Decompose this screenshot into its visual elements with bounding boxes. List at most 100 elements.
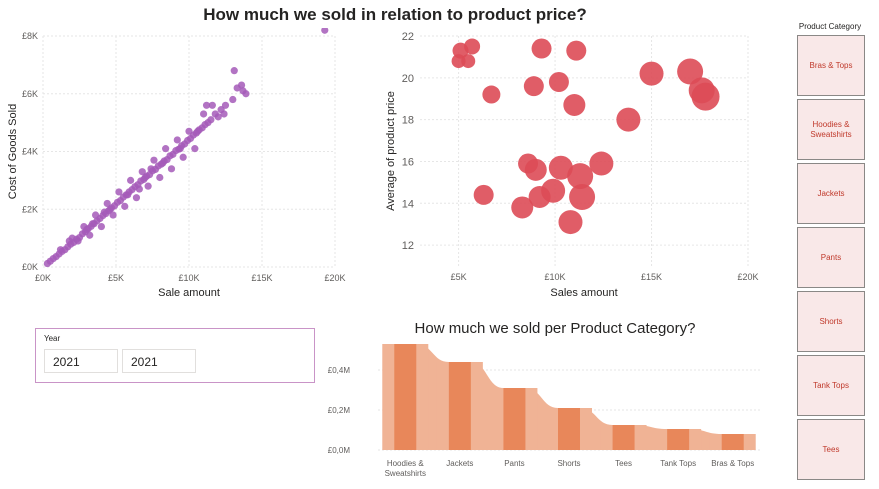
scatter-point: [176, 145, 184, 153]
scatter-point: [173, 136, 181, 144]
ribbon-x-tick-label: Jackets: [446, 459, 473, 468]
main-title: How much we sold in relation to product …: [203, 5, 587, 24]
bubble-y-tick-label: 18: [402, 115, 414, 127]
category-button-shorts[interactable]: Shorts: [797, 291, 865, 352]
ribbon-bar: [448, 362, 471, 450]
scatter-chart[interactable]: £0K £5K £10K £15K £20K £0K £2K £4K £6K £8K Sale am…: [0, 28, 350, 303]
category-button-tees[interactable]: Tees: [797, 419, 865, 480]
bubble-point: [531, 38, 552, 59]
scatter-point: [162, 145, 170, 153]
bubble-point: [473, 184, 494, 205]
scatter-point: [191, 145, 199, 153]
ribbon-chart[interactable]: £0,0M £0,2M £0,4M Hoodies &Sweatshirts Jacke…: [320, 340, 780, 489]
scatter-point: [229, 95, 237, 104]
bubble-x-tick-label: £5K: [451, 272, 467, 282]
bubble-x-axis-label: Sales amount: [550, 287, 617, 299]
ribbon-bar: [503, 388, 526, 450]
bubble-point: [524, 158, 547, 181]
scatter-y-tick-label: £8K: [22, 31, 38, 41]
year-slicer-label: Year: [44, 334, 61, 343]
ribbon-x-tick-label: Hoodies &: [387, 459, 425, 468]
scatter-point: [135, 185, 143, 193]
scatter-x-tick-label: £15K: [251, 273, 272, 283]
bubble-chart[interactable]: £5K £10K £15K £20K 12 14 16 18 20 22 Sales amount A…: [378, 28, 778, 303]
bubble-point: [589, 151, 614, 176]
category-button-tank-tops[interactable]: Tank Tops: [797, 355, 865, 416]
bubble-x-tick-label: £10K: [545, 272, 566, 282]
scatter-point: [141, 173, 149, 182]
ribbon-x-tick-label: Sweatshirts: [385, 469, 426, 478]
scatter-y-tick-label: £4K: [22, 147, 38, 157]
scatter-point: [242, 90, 250, 98]
ribbon-bar: [667, 429, 690, 450]
bubble-point: [563, 94, 586, 116]
scatter-point: [214, 113, 222, 121]
scatter-y-axis-label: Cost of Goods Sold: [7, 104, 19, 199]
ribbon-x-tick-label: Shorts: [557, 459, 580, 468]
scatter-point: [127, 176, 135, 184]
scatter-point: [221, 101, 230, 109]
scatter-point: [74, 237, 82, 245]
scatter-point: [321, 28, 329, 34]
bubble-point: [464, 38, 481, 55]
bubble-point: [616, 107, 641, 132]
ribbon-bar: [394, 344, 417, 450]
ribbon-y-tick-label: £0,2M: [328, 406, 351, 415]
scatter-point: [144, 182, 152, 190]
scatter-y-tick-label: £6K: [22, 89, 38, 99]
scatter-point: [100, 208, 108, 216]
scatter-point: [86, 231, 94, 239]
bubble-point: [639, 61, 664, 86]
ribbon-bar: [721, 434, 744, 450]
bubble-point: [567, 163, 594, 190]
year-to-input[interactable]: 2021: [122, 349, 196, 373]
scatter-point: [156, 173, 164, 182]
scatter-x-axis-label: Sale amount: [158, 287, 220, 299]
category-slicer-header: Product Category: [798, 22, 862, 31]
scatter-point: [89, 220, 97, 228]
scatter-point: [185, 127, 193, 135]
scatter-point: [132, 194, 141, 202]
scatter-point: [124, 191, 132, 199]
scatter-point: [56, 246, 65, 254]
scatter-x-tick-label: £0K: [35, 273, 51, 283]
bubble-y-tick-label: 22: [402, 31, 414, 43]
category-button-jackets[interactable]: Jackets: [797, 163, 865, 224]
scatter-point: [230, 67, 238, 75]
scatter-point: [106, 205, 114, 213]
ribbon-y-tick-label: £0,0M: [328, 446, 351, 455]
year-from-input[interactable]: 2021: [44, 349, 118, 373]
scatter-point: [97, 222, 105, 231]
bubble-point: [523, 76, 544, 97]
scatter-point: [115, 188, 123, 196]
bubble-point: [511, 196, 534, 219]
scatter-x-tick-label: £5K: [108, 273, 124, 283]
category-button-bras-tops[interactable]: Bras & Tops: [797, 35, 865, 96]
bubble-point: [541, 178, 566, 203]
bubble-point: [677, 58, 704, 85]
ribbon-chart-title: How much we sold per Product Category?: [414, 320, 696, 337]
scatter-point: [200, 110, 208, 118]
ribbon-x-tick-label: Tees: [615, 459, 632, 468]
bubble-y-tick-label: 12: [402, 240, 414, 252]
category-button-hoodies-sweatshirts[interactable]: Hoodies & Sweatshirts: [797, 99, 865, 160]
scatter-point: [150, 156, 158, 164]
bubble-y-tick-label: 16: [402, 156, 414, 168]
scatter-point: [147, 165, 155, 173]
scatter-point: [159, 159, 167, 167]
bubble-point: [482, 85, 501, 104]
ribbon-bar: [612, 425, 635, 450]
bubble-y-tick-label: 14: [402, 198, 414, 210]
scatter-y-tick-label: £0K: [22, 262, 38, 272]
bubble-point: [461, 54, 476, 69]
scatter-point: [237, 81, 246, 89]
scatter-point: [207, 116, 215, 124]
year-slicer: Year 2021 2021: [35, 328, 315, 383]
scatter-point: [68, 234, 76, 242]
scatter-y-tick-label: £2K: [22, 204, 38, 214]
category-button-pants[interactable]: Pants: [797, 227, 865, 288]
scatter-point: [121, 202, 129, 210]
bubble-point: [558, 210, 583, 235]
bubble-x-tick-label: £15K: [641, 272, 662, 282]
scatter-point: [103, 199, 111, 208]
